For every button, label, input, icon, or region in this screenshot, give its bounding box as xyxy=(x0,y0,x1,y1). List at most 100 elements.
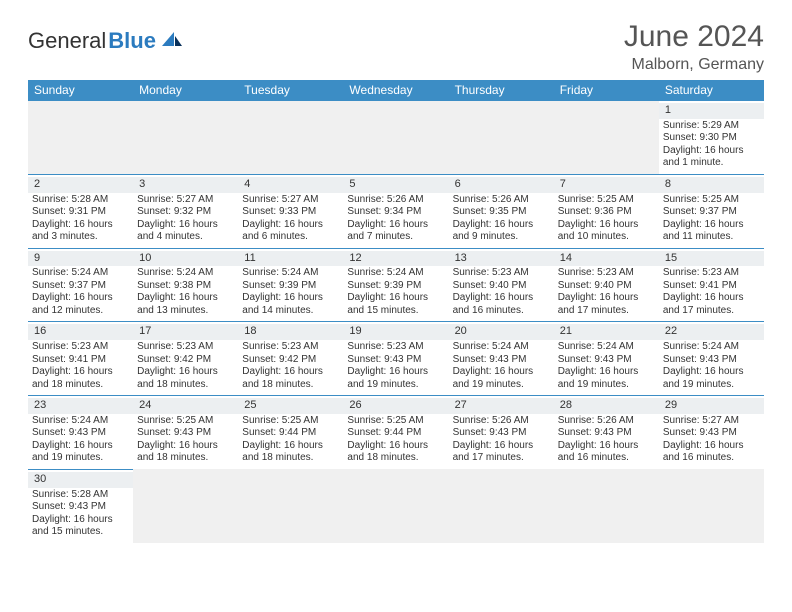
daylight-line: Daylight: 16 hours and 7 minutes. xyxy=(347,219,444,244)
weekday-header: Friday xyxy=(554,80,659,101)
sunset-line: Sunset: 9:41 PM xyxy=(663,280,760,293)
calendar-week-row: 9 Sunrise: 5:24 AM Sunset: 9:37 PM Daylight… xyxy=(28,248,764,322)
daylight-line: Daylight: 16 hours and 19 minutes. xyxy=(347,366,444,391)
calendar-cell: 29Sunrise: 5:27 AMSunset: 9:43 PMDayligh… xyxy=(659,396,764,470)
sunrise-line: Sunrise: 5:24 AM xyxy=(242,267,339,280)
sunset-line: Sunset: 9:38 PM xyxy=(137,280,234,293)
calendar-cell: 18Sunrise: 5:23 AMSunset: 9:42 PMDayligh… xyxy=(238,322,343,396)
sunrise-line: Sunrise: 5:25 AM xyxy=(137,415,234,428)
calendar-cell: 16Sunrise: 5:23 AMSunset: 9:41 PMDayligh… xyxy=(28,322,133,396)
sunset-line: Sunset: 9:31 PM xyxy=(32,206,129,219)
sunrise-line: Sunrise: 5:24 AM xyxy=(347,267,444,280)
sunset-line: Sunset: 9:37 PM xyxy=(32,280,129,293)
daylight-line: Daylight: 16 hours and 18 minutes. xyxy=(242,440,339,465)
weekday-header: Thursday xyxy=(449,80,554,101)
logo-text-general: General xyxy=(28,28,106,54)
sunrise-line: Sunrise: 5:27 AM xyxy=(242,194,339,207)
sunset-line: Sunset: 9:43 PM xyxy=(32,427,129,440)
sunset-line: Sunset: 9:35 PM xyxy=(453,206,550,219)
day-number: 4 xyxy=(238,177,343,193)
sunset-line: Sunset: 9:43 PM xyxy=(663,427,760,440)
day-number: 11 xyxy=(238,251,343,267)
calendar-cell xyxy=(238,469,343,542)
day-number: 28 xyxy=(554,398,659,414)
sunrise-line: Sunrise: 5:26 AM xyxy=(347,194,444,207)
calendar-cell xyxy=(449,101,554,175)
weekday-header: Saturday xyxy=(659,80,764,101)
day-number: 9 xyxy=(28,251,133,267)
day-number: 1 xyxy=(659,103,764,119)
calendar-cell: 10Sunrise: 5:24 AMSunset: 9:38 PMDayligh… xyxy=(133,248,238,322)
day-number: 20 xyxy=(449,324,554,340)
daylight-line: Daylight: 16 hours and 14 minutes. xyxy=(242,292,339,317)
sunrise-line: Sunrise: 5:23 AM xyxy=(453,267,550,280)
calendar-cell xyxy=(133,469,238,542)
location-text: Malborn, Germany xyxy=(624,56,764,74)
calendar-cell xyxy=(133,101,238,175)
day-number: 14 xyxy=(554,251,659,267)
daylight-line: Daylight: 16 hours and 10 minutes. xyxy=(558,219,655,244)
sunrise-line: Sunrise: 5:28 AM xyxy=(32,194,129,207)
sunrise-line: Sunrise: 5:24 AM xyxy=(558,341,655,354)
day-number: 23 xyxy=(28,398,133,414)
sunset-line: Sunset: 9:40 PM xyxy=(453,280,550,293)
day-number: 10 xyxy=(133,251,238,267)
sunrise-line: Sunrise: 5:24 AM xyxy=(137,267,234,280)
calendar-cell: 28Sunrise: 5:26 AMSunset: 9:43 PMDayligh… xyxy=(554,396,659,470)
day-number: 5 xyxy=(343,177,448,193)
daylight-line: Daylight: 16 hours and 16 minutes. xyxy=(558,440,655,465)
calendar-cell: 20Sunrise: 5:24 AMSunset: 9:43 PMDayligh… xyxy=(449,322,554,396)
calendar-cell: 15Sunrise: 5:23 AMSunset: 9:41 PMDayligh… xyxy=(659,248,764,322)
daylight-line: Daylight: 16 hours and 18 minutes. xyxy=(242,366,339,391)
sunset-line: Sunset: 9:44 PM xyxy=(347,427,444,440)
calendar-cell: 21Sunrise: 5:24 AMSunset: 9:43 PMDayligh… xyxy=(554,322,659,396)
weekday-header: Tuesday xyxy=(238,80,343,101)
calendar-cell xyxy=(554,101,659,175)
sunset-line: Sunset: 9:43 PM xyxy=(32,501,129,514)
sunrise-line: Sunrise: 5:26 AM xyxy=(558,415,655,428)
calendar-cell: 4Sunrise: 5:27 AMSunset: 9:33 PMDaylight… xyxy=(238,174,343,248)
calendar-cell: 17Sunrise: 5:23 AMSunset: 9:42 PMDayligh… xyxy=(133,322,238,396)
calendar-cell: 24Sunrise: 5:25 AMSunset: 9:43 PMDayligh… xyxy=(133,396,238,470)
daylight-line: Daylight: 16 hours and 1 minute. xyxy=(663,145,760,170)
day-number: 18 xyxy=(238,324,343,340)
day-number: 3 xyxy=(133,177,238,193)
calendar-cell: 30Sunrise: 5:28 AMSunset: 9:43 PMDayligh… xyxy=(28,469,133,542)
sunset-line: Sunset: 9:43 PM xyxy=(558,427,655,440)
calendar-cell xyxy=(238,101,343,175)
daylight-line: Daylight: 16 hours and 16 minutes. xyxy=(663,440,760,465)
sunrise-line: Sunrise: 5:25 AM xyxy=(558,194,655,207)
day-number: 2 xyxy=(28,177,133,193)
sunrise-line: Sunrise: 5:23 AM xyxy=(663,267,760,280)
daylight-line: Daylight: 16 hours and 19 minutes. xyxy=(453,366,550,391)
sail-icon xyxy=(160,28,184,54)
calendar-cell: 12Sunrise: 5:24 AMSunset: 9:39 PMDayligh… xyxy=(343,248,448,322)
calendar-cell: 5Sunrise: 5:26 AMSunset: 9:34 PMDaylight… xyxy=(343,174,448,248)
sunrise-line: Sunrise: 5:25 AM xyxy=(347,415,444,428)
daylight-line: Daylight: 16 hours and 17 minutes. xyxy=(558,292,655,317)
calendar-cell: 14Sunrise: 5:23 AMSunset: 9:40 PMDayligh… xyxy=(554,248,659,322)
day-number: 12 xyxy=(343,251,448,267)
calendar-cell: 26Sunrise: 5:25 AMSunset: 9:44 PMDayligh… xyxy=(343,396,448,470)
day-number: 26 xyxy=(343,398,448,414)
day-number: 22 xyxy=(659,324,764,340)
calendar-cell: 7Sunrise: 5:25 AMSunset: 9:36 PMDaylight… xyxy=(554,174,659,248)
daylight-line: Daylight: 16 hours and 17 minutes. xyxy=(453,440,550,465)
daylight-line: Daylight: 16 hours and 15 minutes. xyxy=(347,292,444,317)
sunrise-line: Sunrise: 5:25 AM xyxy=(663,194,760,207)
calendar-cell xyxy=(659,469,764,542)
calendar-cell: 19Sunrise: 5:23 AMSunset: 9:43 PMDayligh… xyxy=(343,322,448,396)
calendar-cell: 9Sunrise: 5:24 AMSunset: 9:37 PMDaylight… xyxy=(28,248,133,322)
sunset-line: Sunset: 9:36 PM xyxy=(558,206,655,219)
calendar-cell: 6Sunrise: 5:26 AMSunset: 9:35 PMDaylight… xyxy=(449,174,554,248)
sunrise-line: Sunrise: 5:27 AM xyxy=(137,194,234,207)
header: GeneralBlue June 2024 Malborn, Germany xyxy=(28,20,764,74)
day-number: 27 xyxy=(449,398,554,414)
daylight-line: Daylight: 16 hours and 4 minutes. xyxy=(137,219,234,244)
sunset-line: Sunset: 9:43 PM xyxy=(453,427,550,440)
calendar-cell: 22Sunrise: 5:24 AMSunset: 9:43 PMDayligh… xyxy=(659,322,764,396)
sunset-line: Sunset: 9:32 PM xyxy=(137,206,234,219)
day-number: 25 xyxy=(238,398,343,414)
sunset-line: Sunset: 9:39 PM xyxy=(242,280,339,293)
day-number: 21 xyxy=(554,324,659,340)
